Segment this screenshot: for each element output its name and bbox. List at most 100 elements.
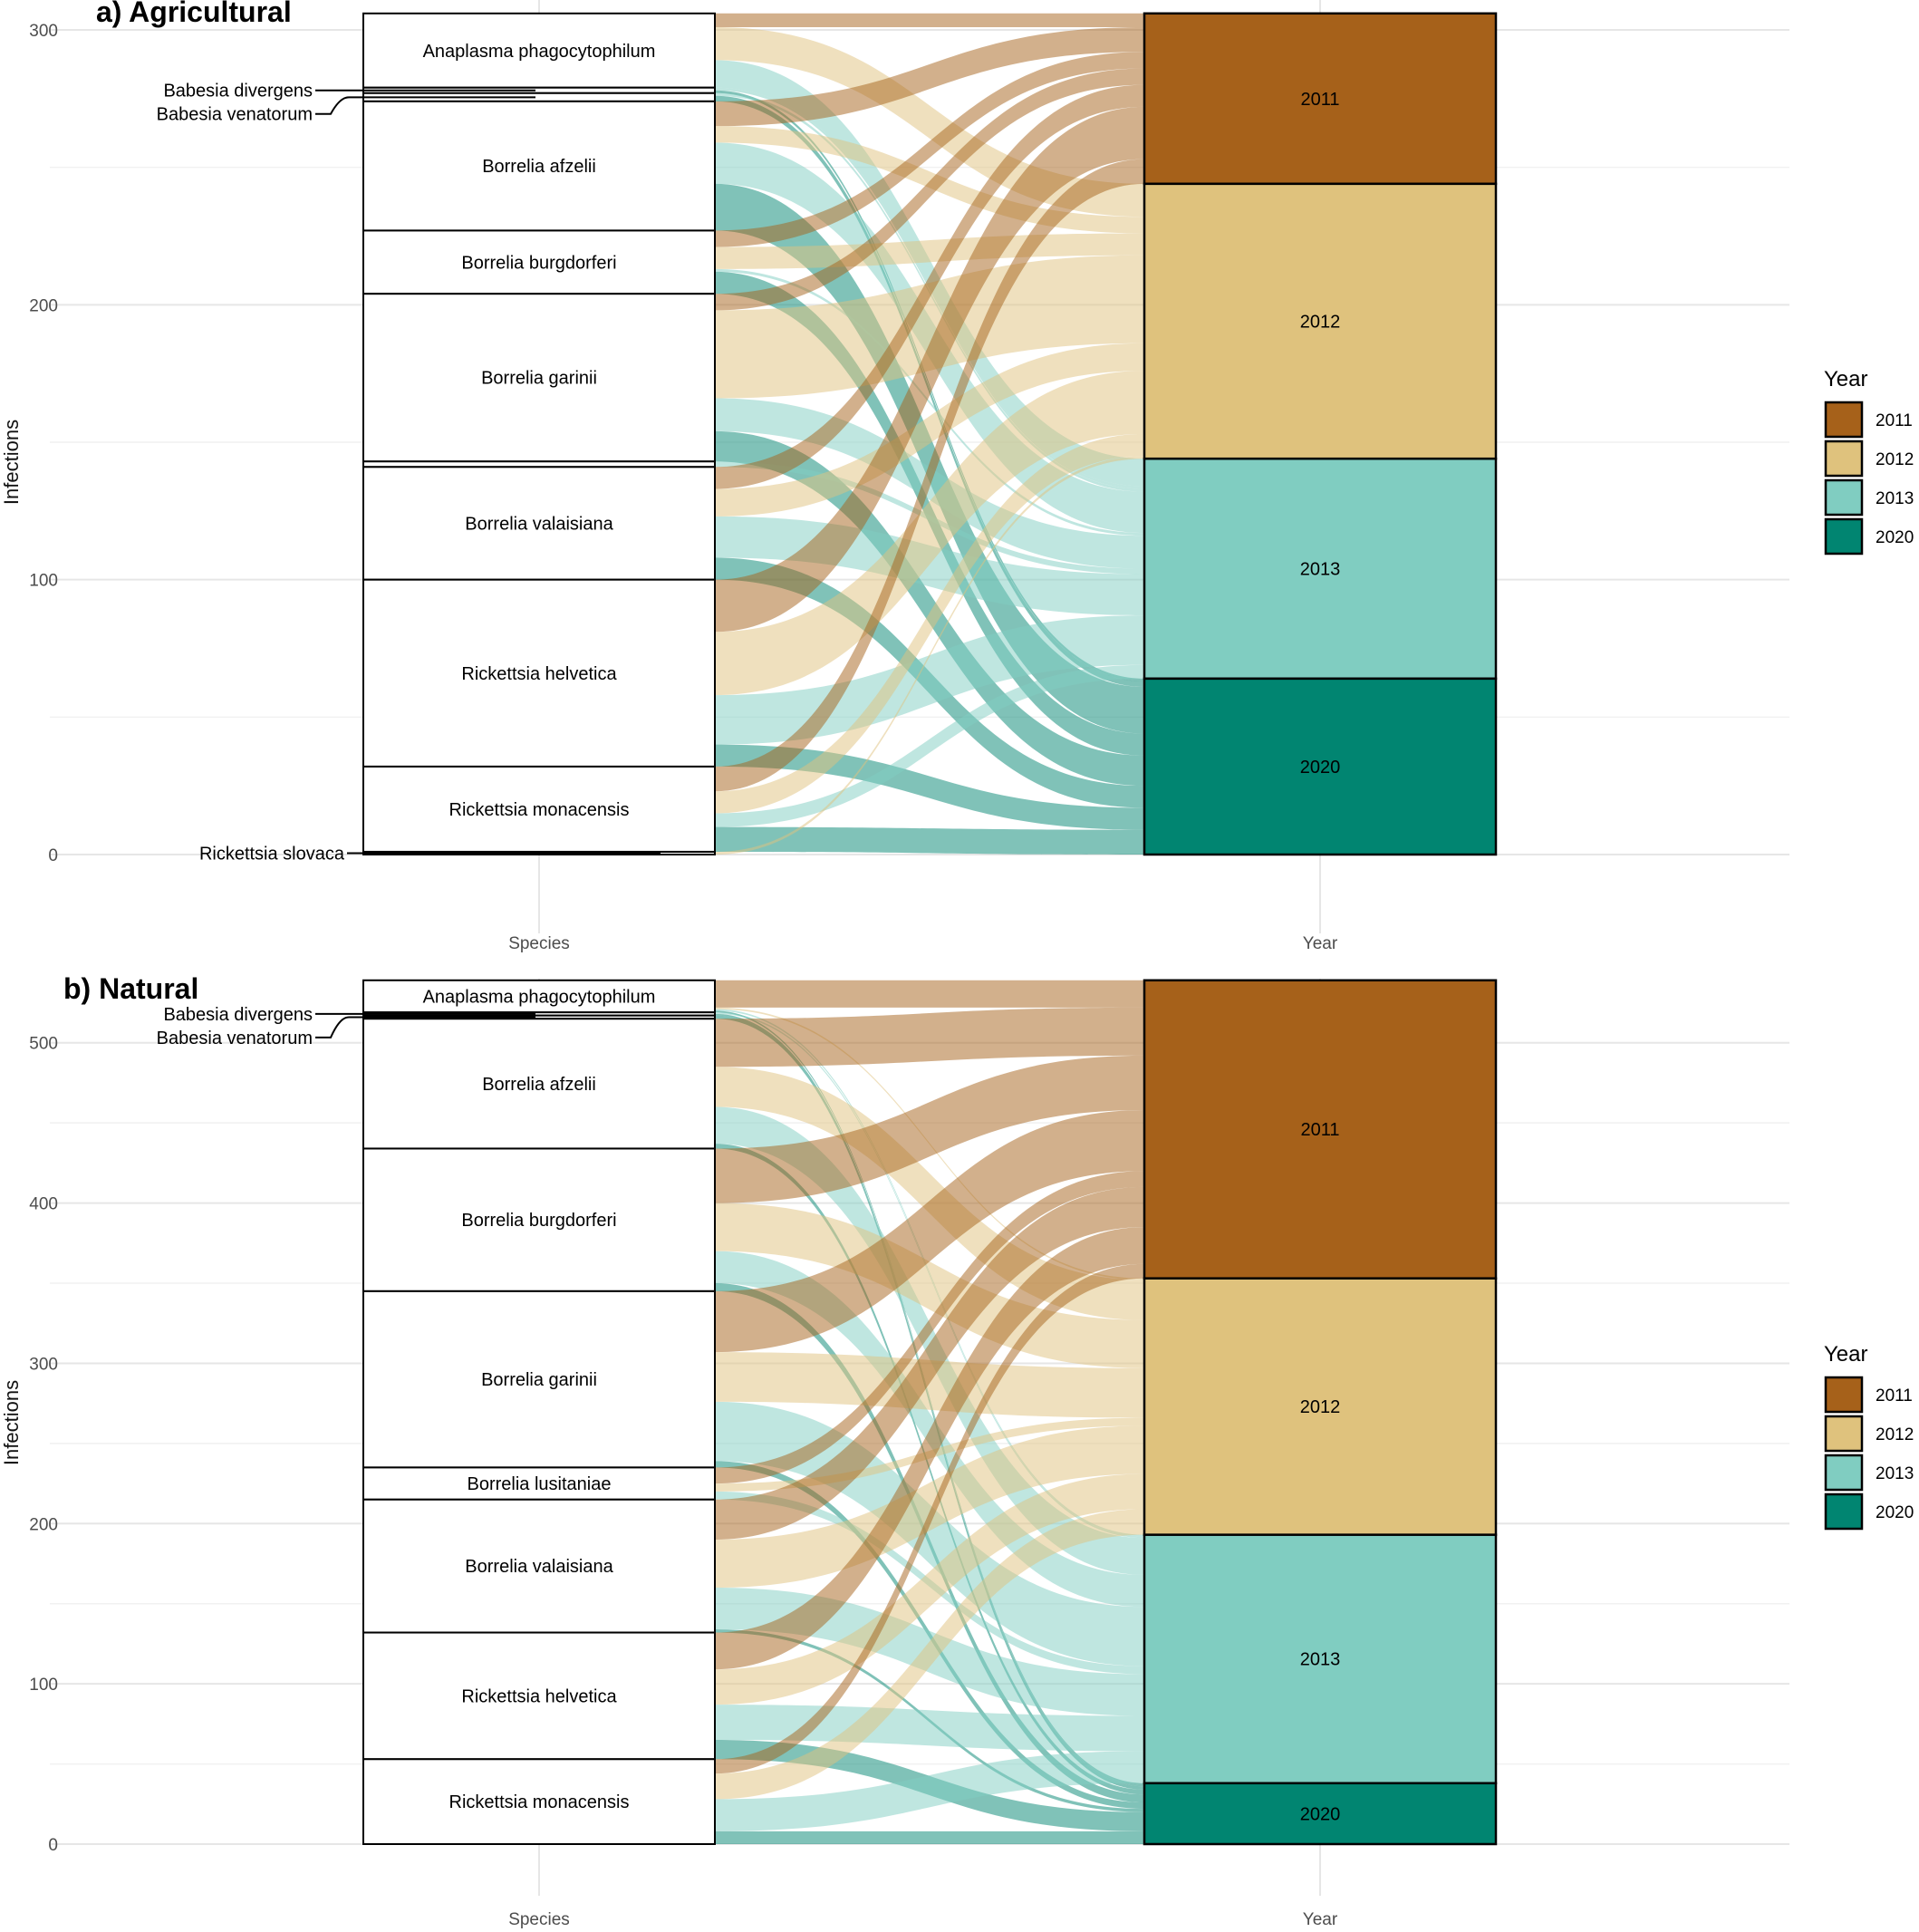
flow-borrelia-afzelii-2011 xyxy=(715,1007,1144,1067)
flow-borrelia-garinii-2011 xyxy=(715,68,1144,311)
flows xyxy=(715,13,1144,855)
y-tick-label: 0 xyxy=(48,846,58,865)
stratum-year-2020 xyxy=(1143,1782,1498,1846)
flow-borrelia-garinii-2020 xyxy=(715,430,1144,787)
stratum-label-rickettsia-helvetica: Rickettsia helvetica xyxy=(461,1686,617,1706)
panel-agricultural: 0 100 200 300 Infections Species Year a) Agricu… xyxy=(0,0,1914,953)
stratum-anaplasma-phagocytophilum xyxy=(362,979,716,1014)
flow-borrelia-burgdorferi-2013 xyxy=(715,268,1144,536)
x-axis-label-year: Year xyxy=(1303,934,1338,953)
flow-borrelia-afzelii-2020 xyxy=(715,183,1144,734)
stratum-borrelia-afzelii xyxy=(362,1018,716,1150)
legend-swatch-2013 xyxy=(1824,1454,1864,1492)
y-axis: 0 100 200 300 400 500 xyxy=(29,1035,58,1855)
legend-label-2012: 2012 xyxy=(1876,1425,1914,1444)
stratum-label-rickettsia-helvetica: Rickettsia helvetica xyxy=(461,664,617,684)
stratum-label-year-2012: 2012 xyxy=(1300,1397,1341,1417)
stratum-borrelia-valaisiana xyxy=(362,466,716,581)
flow-rickettsia-monacensis-2020 xyxy=(715,826,1144,855)
stratum-label-rickettsia-monacensis: Rickettsia monacensis xyxy=(449,800,630,820)
stratum-label-borrelia-afzelii: Borrelia afzelii xyxy=(482,1075,596,1095)
stratum-year-2012 xyxy=(1143,182,1498,460)
flow-borrelia-garinii-2012 xyxy=(715,1352,1144,1418)
legend-swatch-2011 xyxy=(1824,401,1864,439)
flow-borrelia-afzelii-2020 xyxy=(715,1144,1144,1795)
y-axis-title: Infections xyxy=(0,1380,23,1465)
panel-title: a) Agricultural xyxy=(96,0,292,28)
stratum-year-2020 xyxy=(1143,677,1498,856)
stratum-label-babesia-venatorum: Babesia venatorum xyxy=(157,105,313,125)
y-axis: 0 100 200 300 xyxy=(29,22,58,865)
panel-natural: 0 100 200 300 400 500 Infections Species Year b) … xyxy=(0,972,1914,1929)
flow-rickettsia-monacensis-2013 xyxy=(715,664,1144,827)
stratum-label-year-2013: 2013 xyxy=(1300,1650,1341,1670)
stratum-rickettsia-monacensis xyxy=(362,1758,716,1846)
legend-title: Year xyxy=(1824,1342,1868,1367)
legend-swatch-2020 xyxy=(1824,1492,1864,1531)
flow-rickettsia-monacensis-2020 xyxy=(715,1831,1144,1844)
stratum-label-borrelia-afzelii: Borrelia afzelii xyxy=(482,157,596,177)
stratum-year-2013 xyxy=(1143,457,1498,681)
stratum-anaplasma-phagocytophilum xyxy=(362,12,716,89)
stratum-label-borrelia-lusitaniae: Borrelia lusitaniae xyxy=(468,1474,612,1494)
stratum-borrelia-burgdorferi xyxy=(362,1147,716,1292)
flow-borrelia-burgdorferi-2011 xyxy=(715,1055,1144,1203)
panel-title: b) Natural xyxy=(63,972,198,1005)
flow-borrelia-valaisiana-2012 xyxy=(715,1425,1144,1589)
flow-borrelia-afzelii-2011 xyxy=(715,26,1144,127)
legend-title: Year xyxy=(1824,367,1868,391)
stratum-label-borrelia-garinii: Borrelia garinii xyxy=(481,1370,597,1390)
y-tick-label: 200 xyxy=(29,296,58,315)
y-tick-label: 300 xyxy=(29,22,58,41)
stratum-label-rickettsia-monacensis: Rickettsia monacensis xyxy=(449,1792,630,1812)
flow-borrelia-burgdorferi-2011 xyxy=(715,52,1144,247)
y-tick-label: 0 xyxy=(48,1836,58,1855)
legend-label-2020: 2020 xyxy=(1876,528,1914,547)
legend-label-2011: 2011 xyxy=(1876,411,1913,430)
flow-borrelia-garinii-2012 xyxy=(715,255,1144,399)
stratum-rickettsia-helvetica xyxy=(362,578,716,768)
stratum-borrelia-garinii xyxy=(362,293,716,463)
stratum-label-year-2013: 2013 xyxy=(1300,560,1341,580)
stratum-label-borrelia-burgdorferi: Borrelia burgdorferi xyxy=(461,253,616,273)
legend-swatch-2012 xyxy=(1824,440,1864,478)
legend-swatch-2020 xyxy=(1824,517,1864,555)
legend-label-2013: 2013 xyxy=(1876,489,1914,508)
year-strata: 2011 2012 2013 2020 xyxy=(1143,979,1498,1846)
stratum-label-borrelia-valaisiana: Borrelia valaisiana xyxy=(465,514,613,534)
flow-rickettsia-helvetica-2012 xyxy=(715,1473,1144,1705)
stratum-label-borrelia-valaisiana: Borrelia valaisiana xyxy=(465,1557,613,1577)
legend-swatch-2012 xyxy=(1824,1415,1864,1453)
flows xyxy=(715,980,1144,1844)
stratum-label-borrelia-garinii: Borrelia garinii xyxy=(481,369,597,389)
stratum-label-year-2020: 2020 xyxy=(1300,1804,1341,1824)
stratum-label-babesia-divergens: Babesia divergens xyxy=(163,82,313,101)
y-tick-label: 100 xyxy=(29,572,58,591)
stratum-label-anaplasma-phagocytophilum: Anaplasma phagocytophilum xyxy=(423,987,656,1007)
stratum-label-babesia-venatorum: Babesia venatorum xyxy=(157,1029,313,1048)
stratum-label-year-2011: 2011 xyxy=(1300,90,1339,110)
legend: Year 2011 2012 2013 2020 xyxy=(1824,1342,1914,1531)
flow-rickettsia-monacensis-2012 xyxy=(715,1509,1144,1800)
flow-rickettsia-slovaca-2012 xyxy=(715,456,1144,855)
stratum-borrelia-burgdorferi xyxy=(362,229,716,295)
flow-anaplasma-phagocytophilum-2011 xyxy=(715,980,1144,1008)
stratum-label-borrelia-burgdorferi: Borrelia burgdorferi xyxy=(461,1211,616,1231)
flow-rickettsia-monacensis-2011 xyxy=(715,1263,1144,1774)
flow-borrelia-valaisiana-2012 xyxy=(715,343,1144,517)
flow-borrelia-burgdorferi-2013 xyxy=(715,1251,1144,1608)
y-tick-label: 400 xyxy=(29,1195,58,1214)
x-axis-label-year: Year xyxy=(1303,1910,1338,1929)
flow-borrelia-garinii-2011 xyxy=(715,1110,1144,1353)
x-axis-label-species: Species xyxy=(508,1910,570,1929)
flow-borrelia-afzelii-2013 xyxy=(715,1106,1144,1575)
label-leader-line xyxy=(315,96,535,115)
legend-label-2011: 2011 xyxy=(1876,1386,1913,1406)
stratum-label-year-2012: 2012 xyxy=(1300,313,1341,333)
stratum-label-year-2011: 2011 xyxy=(1300,1120,1339,1140)
stratum-borrelia-garinii xyxy=(362,1290,716,1469)
stratum-rickettsia-helvetica xyxy=(362,1631,716,1761)
flow-anaplasma-phagocytophilum-2013 xyxy=(715,60,1144,487)
y-tick-label: 300 xyxy=(29,1355,58,1374)
